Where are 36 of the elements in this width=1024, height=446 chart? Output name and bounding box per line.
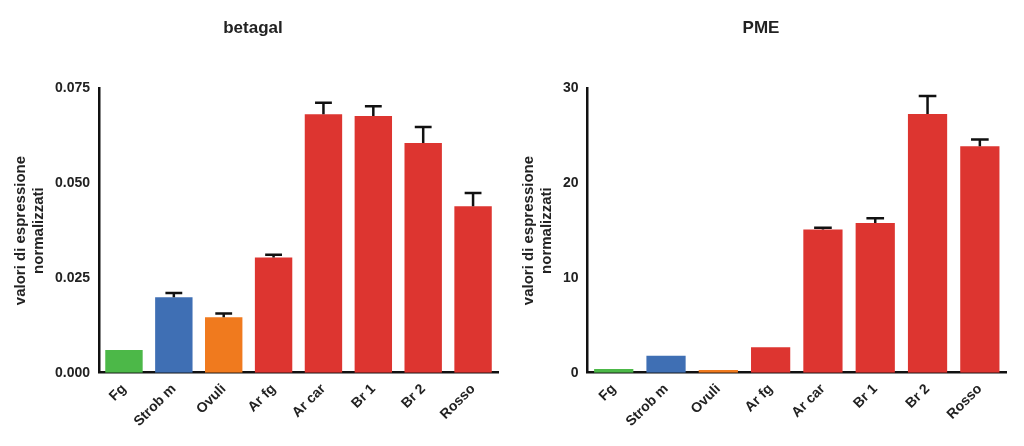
x-tick-label: Fg bbox=[105, 380, 129, 404]
bar bbox=[404, 142, 442, 373]
bar bbox=[205, 317, 243, 373]
x-tick-label: Br 2 bbox=[397, 380, 429, 411]
y-axis-title: valori di espressione normalizzati bbox=[519, 155, 555, 306]
x-tick-label: Br 1 bbox=[849, 380, 881, 411]
x-tick-label: Fg bbox=[595, 380, 619, 404]
bar bbox=[354, 116, 393, 373]
y-tick-label: 30 bbox=[562, 79, 579, 96]
chart-title: betagal bbox=[223, 17, 283, 37]
bar bbox=[254, 257, 293, 373]
bar bbox=[105, 349, 143, 373]
bar bbox=[304, 114, 343, 373]
bar bbox=[907, 113, 948, 373]
chart-title: PME bbox=[742, 17, 780, 37]
y-tick-label: 0.000 bbox=[54, 363, 91, 380]
x-tick-label: Br 1 bbox=[347, 380, 379, 411]
x-tick-label: Ar fg bbox=[244, 380, 279, 415]
bar bbox=[155, 297, 193, 373]
y-tick-label: 0.025 bbox=[54, 268, 91, 285]
bar bbox=[646, 355, 686, 373]
bar bbox=[454, 206, 492, 373]
y-tick-label: 0 bbox=[570, 363, 579, 380]
bar bbox=[751, 347, 791, 373]
x-tick-label: Ar car bbox=[288, 379, 329, 421]
x-tick-label: Ar fg bbox=[741, 380, 776, 415]
bar bbox=[803, 229, 843, 373]
bar bbox=[855, 222, 895, 373]
x-tick-label: Ar car bbox=[787, 379, 829, 421]
y-axis-title: valori di espressione normalizzati bbox=[11, 155, 47, 306]
y-tick-label: 10 bbox=[562, 268, 579, 285]
y-tick-label: 0.050 bbox=[54, 174, 91, 191]
y-tick-label: 20 bbox=[562, 174, 579, 191]
x-tick-label: Br 2 bbox=[901, 380, 933, 411]
bar bbox=[960, 146, 1000, 373]
y-tick-label: 0.075 bbox=[54, 79, 91, 96]
